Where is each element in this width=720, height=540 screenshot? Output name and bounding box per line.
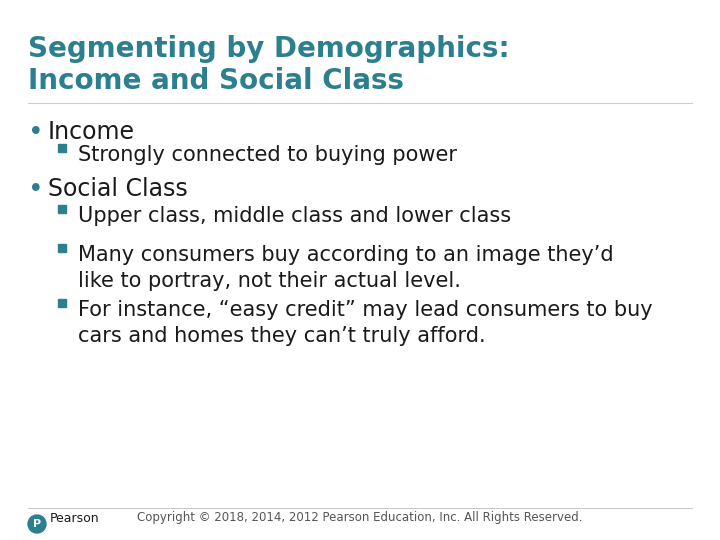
Text: •: • xyxy=(28,177,44,203)
Text: Pearson: Pearson xyxy=(50,511,99,524)
Text: •: • xyxy=(28,120,44,146)
Text: Upper class, middle class and lower class: Upper class, middle class and lower clas… xyxy=(78,206,511,226)
Text: P: P xyxy=(33,519,41,529)
Text: Social Class: Social Class xyxy=(48,177,188,201)
Text: Income: Income xyxy=(48,120,135,144)
FancyBboxPatch shape xyxy=(58,205,66,213)
Text: Many consumers buy according to an image they’d
like to portray, not their actua: Many consumers buy according to an image… xyxy=(78,245,613,291)
Text: Copyright © 2018, 2014, 2012 Pearson Education, Inc. All Rights Reserved.: Copyright © 2018, 2014, 2012 Pearson Edu… xyxy=(138,511,582,524)
FancyBboxPatch shape xyxy=(58,144,66,152)
Text: Income and Social Class: Income and Social Class xyxy=(28,67,404,95)
Text: Segmenting by Demographics:: Segmenting by Demographics: xyxy=(28,35,510,63)
Circle shape xyxy=(28,515,46,533)
FancyBboxPatch shape xyxy=(58,244,66,252)
Text: For instance, “easy credit” may lead consumers to buy
cars and homes they can’t : For instance, “easy credit” may lead con… xyxy=(78,300,652,346)
Text: Strongly connected to buying power: Strongly connected to buying power xyxy=(78,145,457,165)
FancyBboxPatch shape xyxy=(58,299,66,307)
